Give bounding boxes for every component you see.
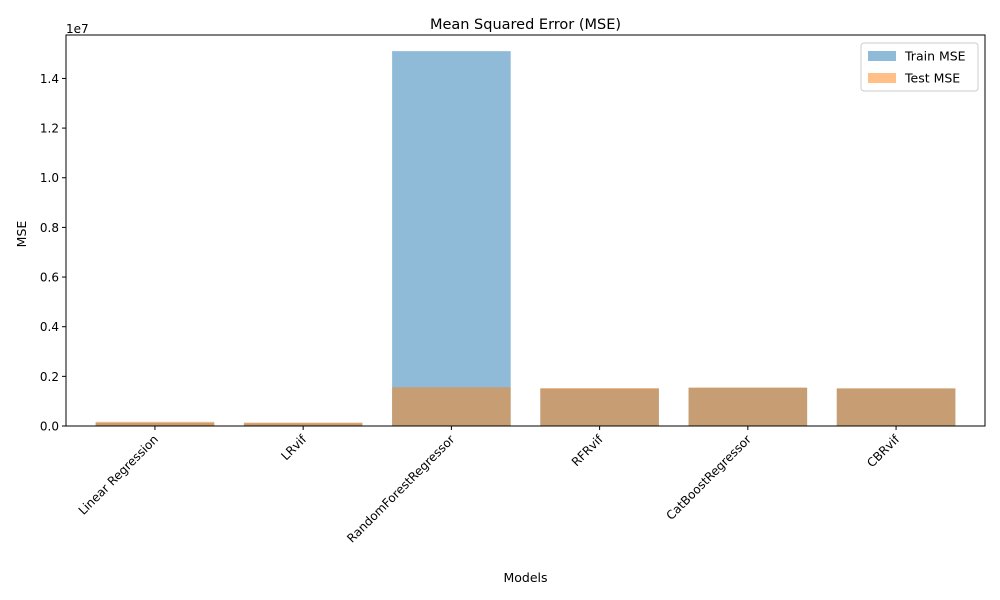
- y-tick-label: 0.2: [40, 370, 59, 384]
- y-tick-label: 1.0: [40, 171, 59, 185]
- y-axis-offset-label: 1e7: [66, 22, 89, 36]
- bar-test-2: [392, 387, 511, 426]
- x-tick-label: CBRvif: [864, 432, 902, 470]
- bar-test-5: [836, 388, 956, 426]
- bar-test-4: [688, 387, 808, 426]
- legend-swatch-train: [868, 51, 896, 61]
- bar-test-1: [243, 422, 363, 426]
- plot-frame: [65, 34, 986, 427]
- y-axis-label: MSE: [14, 221, 29, 248]
- x-tick-label: Linear Regression: [76, 432, 161, 517]
- axes-layer: 0.0 0.2 0.4 0.6 0.8 1.0 1.2 1.4 Linear Regressio…: [40, 34, 986, 545]
- x-tick-label: LRvif: [278, 432, 309, 463]
- bars-layer: [95, 51, 956, 427]
- x-tick-label: RandomForestRegressor: [344, 432, 457, 545]
- x-tick-label: CatBoostRegressor: [663, 432, 754, 523]
- bar-test-3: [540, 388, 659, 426]
- chart-title: Mean Squared Error (MSE): [430, 17, 621, 33]
- legend-label-train: Train MSE: [904, 49, 966, 64]
- y-tick-label: 1.4: [40, 72, 59, 86]
- y-tick-label: 0.6: [40, 271, 59, 285]
- y-tick-label: 0.8: [40, 221, 59, 235]
- x-axis-label: Models: [503, 570, 547, 585]
- y-tick-label: 0.0: [40, 420, 59, 434]
- x-tick-label: RFRvif: [569, 432, 606, 469]
- bar-train-2: [392, 51, 511, 427]
- legend: Train MSE Test MSE: [860, 42, 979, 92]
- y-tick-label: 0.4: [40, 320, 59, 334]
- bar-test-0: [95, 421, 215, 426]
- legend-swatch-test: [868, 73, 896, 83]
- legend-label-test: Test MSE: [904, 71, 960, 86]
- y-tick-label: 1.2: [40, 122, 59, 136]
